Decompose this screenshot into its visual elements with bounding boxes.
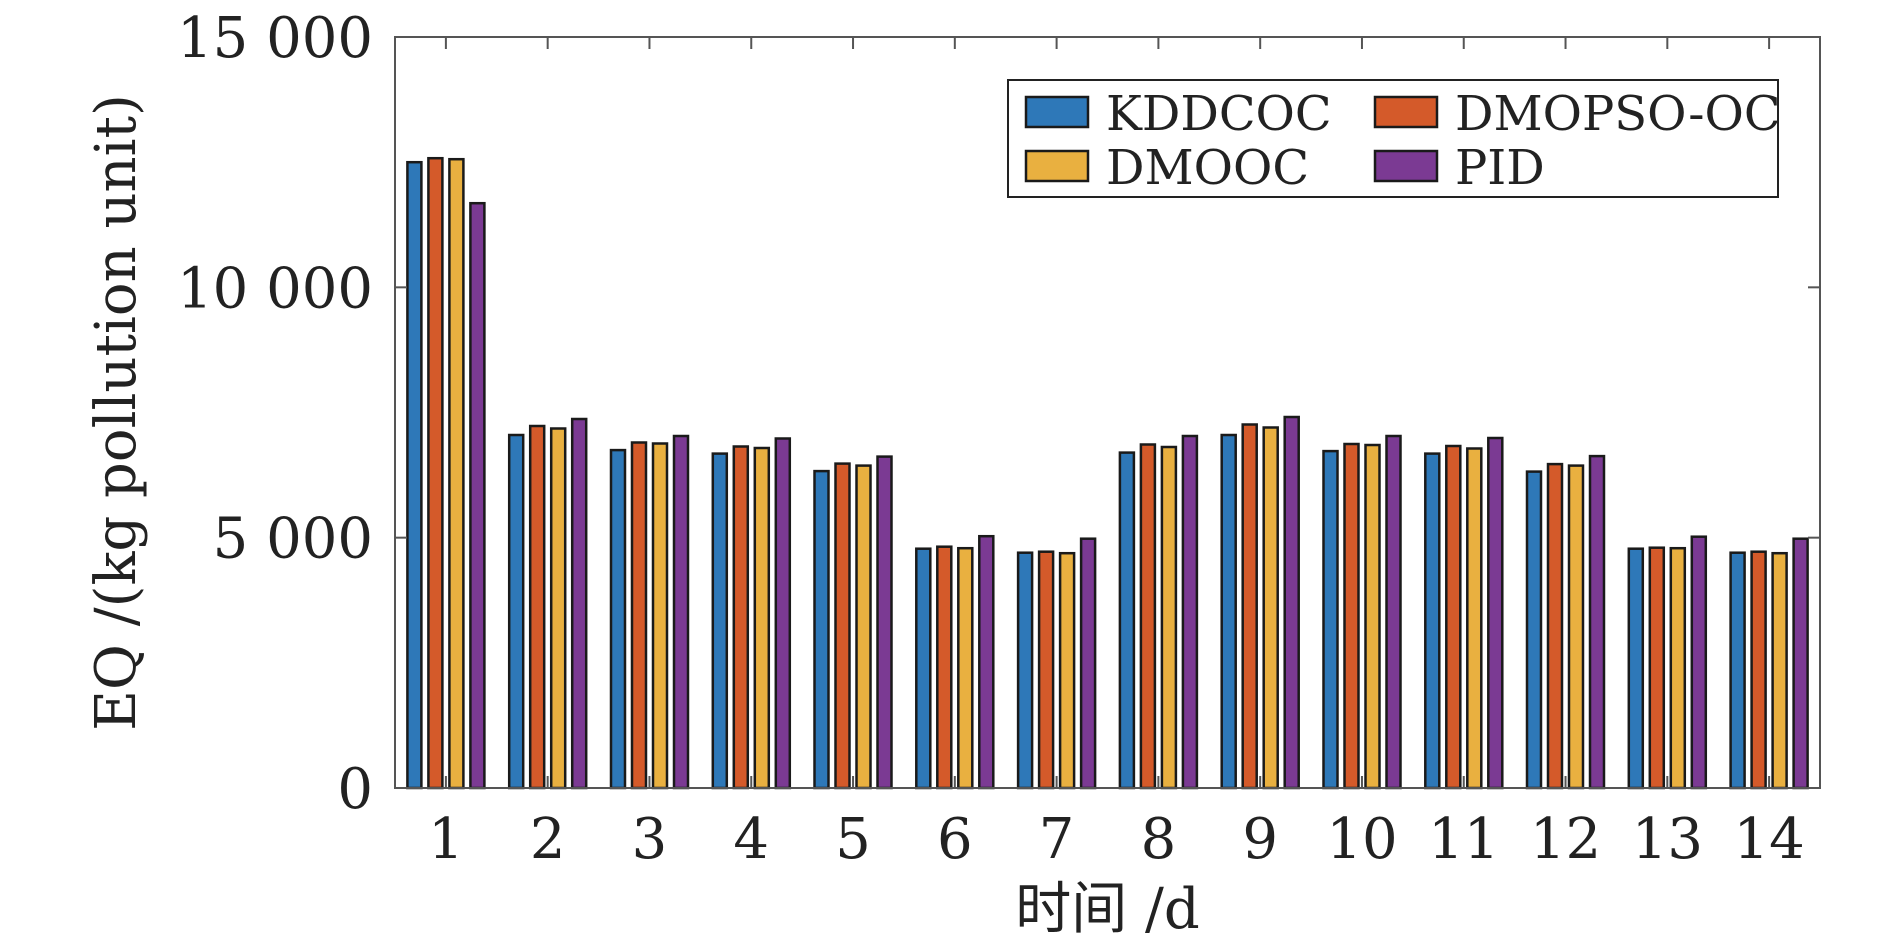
bar-dmooc-day-8 bbox=[1160, 445, 1178, 790]
bar-kddcoc-day-7 bbox=[1016, 551, 1034, 790]
bar-kddcoc-day-2 bbox=[507, 433, 525, 790]
bar-pid-day-9 bbox=[1283, 415, 1300, 790]
x-axis-label: 时间 /d bbox=[1015, 877, 1200, 942]
x-tick-label: 9 bbox=[1242, 807, 1278, 872]
bar-kddcoc-day-4 bbox=[711, 452, 729, 790]
bar-pid-day-2 bbox=[570, 417, 588, 790]
bar-dmooc-day-3 bbox=[651, 442, 669, 790]
bar-pid-day-5 bbox=[876, 455, 893, 790]
bar-dmopso-oc-day-7 bbox=[1037, 550, 1055, 790]
bar-pid-day-11 bbox=[1487, 436, 1504, 790]
bar-pid-day-12 bbox=[1588, 454, 1606, 790]
bar-dmooc-day-6 bbox=[957, 546, 974, 790]
bar-kddcoc-day-11 bbox=[1424, 452, 1441, 790]
bar-pid-day-3 bbox=[672, 434, 690, 790]
bar-kddcoc-day-3 bbox=[609, 448, 627, 790]
legend-label-pid: PID bbox=[1455, 140, 1545, 196]
y-tick-label: 0 bbox=[337, 757, 373, 822]
legend: KDDCOC DMOPSO-OC DMOOC PID bbox=[1007, 79, 1781, 198]
x-tick-label: 1 bbox=[428, 807, 464, 872]
bar-dmooc-day-4 bbox=[753, 446, 771, 790]
bar-dmopso-oc-day-14 bbox=[1750, 550, 1767, 790]
bar-dmooc-day-2 bbox=[549, 427, 567, 790]
ticks-layer bbox=[395, 36, 1820, 789]
bar-dmooc-day-14 bbox=[1771, 551, 1788, 790]
legend-label-dmooc: DMOOC bbox=[1106, 140, 1309, 196]
bar-dmooc-day-11 bbox=[1466, 447, 1483, 790]
bar-dmooc-day-10 bbox=[1364, 443, 1381, 790]
bar-pid-day-1 bbox=[469, 201, 486, 790]
bar-kddcoc-day-8 bbox=[1118, 451, 1136, 790]
x-tick-label: 3 bbox=[632, 807, 668, 872]
bar-dmopso-oc-day-6 bbox=[936, 545, 953, 790]
x-tick-label: 5 bbox=[835, 807, 871, 872]
x-tick-label: 8 bbox=[1141, 807, 1177, 872]
y-tick-label: 10 000 bbox=[177, 256, 373, 321]
legend-swatch-kddcoc bbox=[1024, 95, 1090, 129]
x-tick-label: 11 bbox=[1428, 807, 1499, 872]
bar-dmopso-oc-day-2 bbox=[528, 424, 546, 790]
bar-dmopso-oc-day-10 bbox=[1343, 442, 1360, 790]
bar-kddcoc-day-13 bbox=[1627, 547, 1645, 790]
x-tick-label: 2 bbox=[530, 807, 566, 872]
x-tick-label: 14 bbox=[1733, 807, 1804, 872]
bar-dmopso-oc-day-11 bbox=[1445, 444, 1462, 790]
bar-dmooc-day-9 bbox=[1262, 426, 1279, 790]
bar-dmopso-oc-day-3 bbox=[630, 441, 648, 790]
legend-label-kddcoc: KDDCOC bbox=[1106, 86, 1332, 142]
bar-dmopso-oc-day-9 bbox=[1241, 423, 1258, 790]
bar-dmopso-oc-day-12 bbox=[1546, 462, 1564, 790]
bar-pid-day-7 bbox=[1079, 537, 1097, 790]
bar-dmooc-day-7 bbox=[1058, 551, 1076, 790]
x-tick-label: 6 bbox=[937, 807, 973, 872]
bar-kddcoc-day-1 bbox=[406, 160, 423, 790]
bar-kddcoc-day-14 bbox=[1729, 551, 1746, 790]
bar-dmopso-oc-day-8 bbox=[1139, 443, 1157, 790]
x-tick-label: 13 bbox=[1632, 807, 1703, 872]
bars-layer bbox=[406, 156, 1809, 790]
x-tick-label: 4 bbox=[733, 807, 769, 872]
y-tick-label: 5 000 bbox=[213, 507, 373, 572]
bar-pid-day-8 bbox=[1181, 434, 1199, 790]
plot-area-frame bbox=[394, 36, 1821, 789]
bar-dmopso-oc-day-1 bbox=[427, 156, 444, 790]
legend-swatch-pid bbox=[1373, 149, 1439, 183]
x-tick-label: 12 bbox=[1530, 807, 1601, 872]
legend-swatch-dmooc bbox=[1024, 149, 1090, 183]
bar-pid-day-10 bbox=[1385, 434, 1402, 790]
bar-kddcoc-day-12 bbox=[1525, 470, 1543, 790]
bar-dmooc-day-13 bbox=[1669, 546, 1687, 790]
x-tick-label: 10 bbox=[1326, 807, 1397, 872]
bar-dmooc-day-5 bbox=[855, 464, 872, 790]
legend-swatch-dmopso-oc bbox=[1373, 95, 1439, 129]
bar-dmooc-day-12 bbox=[1567, 464, 1585, 790]
bar-pid-day-6 bbox=[978, 534, 995, 790]
bar-dmopso-oc-day-4 bbox=[732, 445, 750, 790]
bar-kddcoc-day-6 bbox=[915, 547, 932, 790]
bar-pid-day-13 bbox=[1690, 535, 1708, 790]
bar-kddcoc-day-5 bbox=[813, 469, 830, 790]
bar-pid-day-4 bbox=[774, 437, 792, 790]
y-axis-label: EQ /(kg pollution unit) bbox=[84, 94, 149, 731]
x-tick-label: 7 bbox=[1039, 807, 1075, 872]
y-tick-label: 15 000 bbox=[177, 6, 373, 71]
legend-label-dmopso-oc: DMOPSO-OC bbox=[1455, 86, 1781, 142]
bar-dmopso-oc-day-13 bbox=[1648, 546, 1666, 790]
bar-dmopso-oc-day-5 bbox=[834, 462, 851, 790]
bar-kddcoc-day-10 bbox=[1322, 449, 1339, 790]
bar-dmooc-day-1 bbox=[448, 157, 465, 790]
bar-kddcoc-day-9 bbox=[1220, 433, 1237, 790]
bar-pid-day-14 bbox=[1792, 537, 1809, 790]
